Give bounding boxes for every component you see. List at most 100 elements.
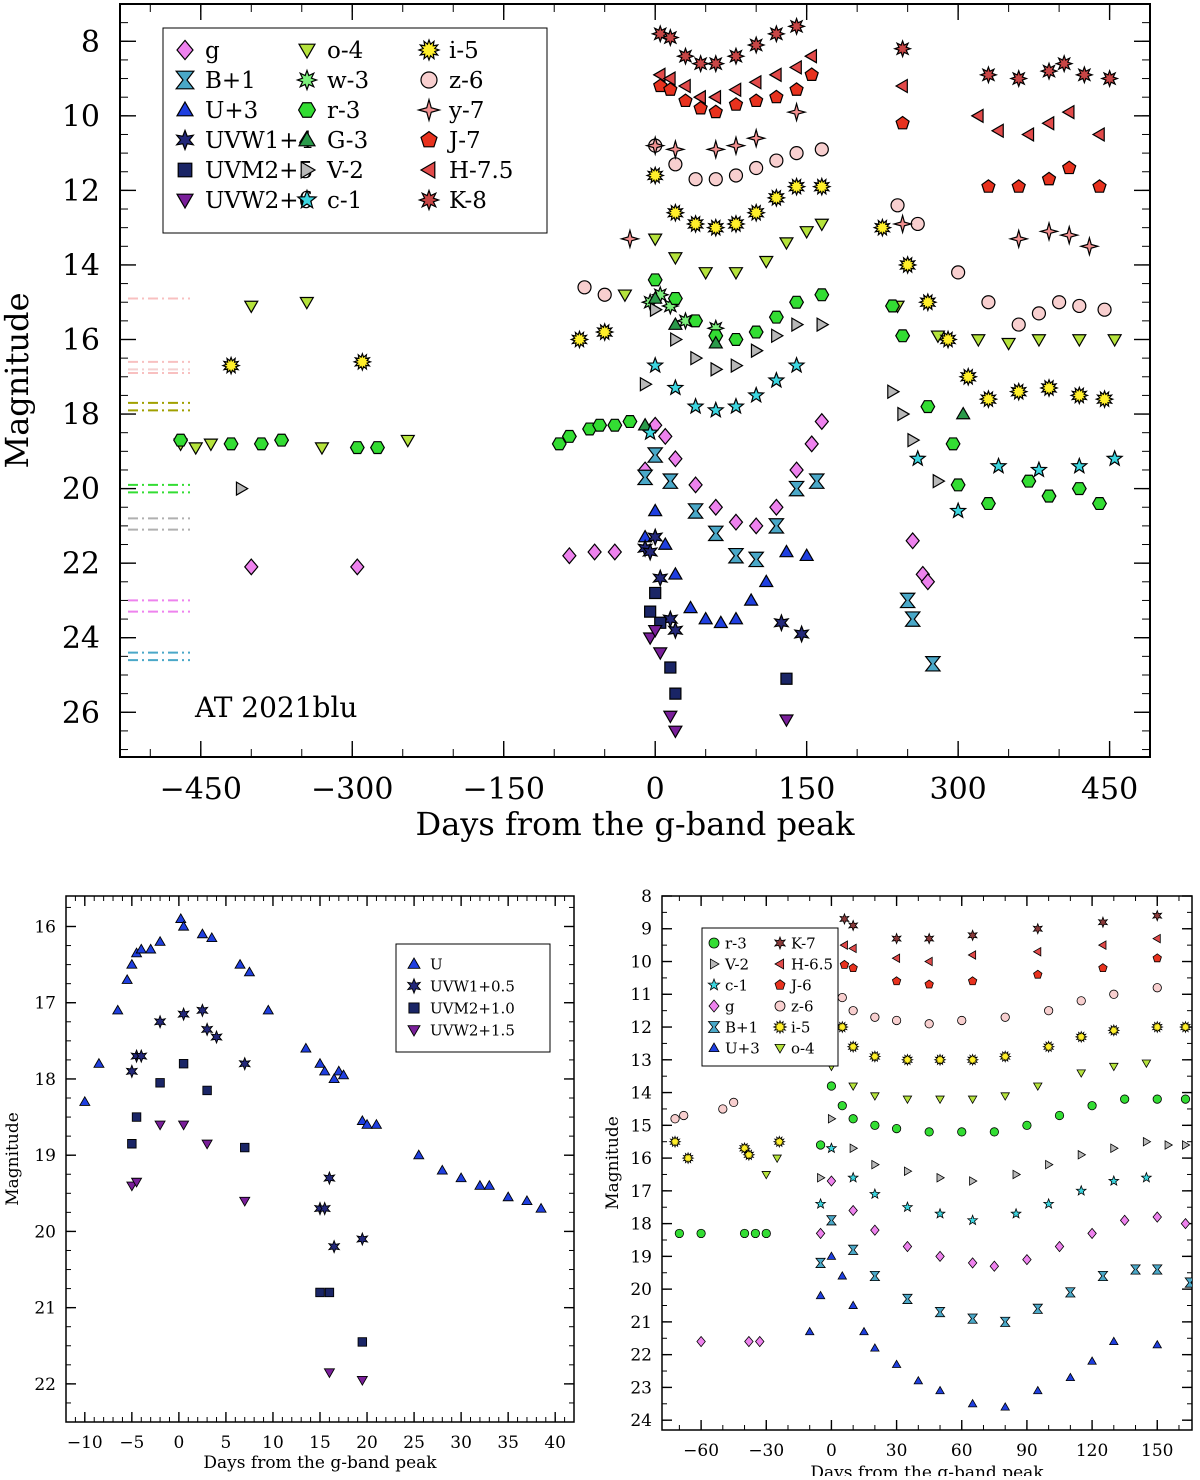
series-uvw2-1-5	[126, 1120, 369, 1386]
data-point	[1150, 1020, 1164, 1034]
y-tick-label: 18	[34, 1070, 56, 1090]
data-point	[910, 216, 925, 232]
data-point	[551, 437, 567, 451]
data-point	[935, 1385, 945, 1395]
data-point	[662, 710, 678, 724]
data-point	[243, 966, 256, 977]
data-point	[683, 600, 699, 614]
data-point	[483, 1179, 496, 1190]
data-point	[1076, 996, 1086, 1006]
data-point	[729, 1097, 739, 1107]
plot-frame	[661, 895, 1193, 1431]
data-point	[966, 1053, 980, 1067]
legend-marker	[420, 130, 438, 148]
legend-label: G-3	[327, 128, 368, 154]
data-point	[1184, 1277, 1192, 1288]
data-point	[645, 165, 666, 186]
data-point	[815, 1290, 826, 1300]
data-point	[761, 1171, 772, 1180]
data-point	[1011, 317, 1026, 332]
data-point	[847, 1244, 859, 1255]
data-point	[687, 503, 704, 519]
y-tick-label: 14	[630, 1084, 652, 1104]
y-tick-label: 14	[62, 248, 100, 283]
legend-label: K-7	[791, 934, 816, 952]
legend-marker	[295, 68, 319, 92]
data-point	[223, 437, 239, 451]
data-point	[981, 179, 996, 193]
data-point	[726, 46, 746, 66]
series-v-2	[235, 302, 946, 497]
data-point	[728, 97, 744, 111]
data-point	[474, 1179, 486, 1190]
data-point	[970, 108, 984, 124]
data-point	[1062, 160, 1077, 175]
data-point	[787, 356, 806, 374]
data-point	[815, 1140, 826, 1150]
data-point	[1074, 65, 1094, 85]
data-point	[894, 78, 908, 94]
legend-label: c-1	[327, 188, 362, 214]
y-tick-label: 10	[62, 99, 100, 134]
legend-label: c-1	[725, 976, 748, 994]
data-point	[688, 476, 703, 494]
legend-marker	[708, 999, 720, 1013]
data-point	[1075, 1184, 1088, 1196]
y-axis-title: Magnitude	[3, 1112, 23, 1206]
data-point	[79, 1095, 91, 1106]
data-point	[825, 1215, 837, 1226]
data-point	[980, 497, 996, 511]
y-tick-label: 16	[630, 1149, 652, 1169]
y-tick-label: 17	[34, 994, 56, 1014]
data-point	[1012, 1169, 1022, 1180]
data-point	[663, 82, 678, 96]
data-point	[924, 956, 933, 967]
data-point	[641, 542, 659, 562]
x-tick-label: 0	[826, 1441, 837, 1461]
data-point	[846, 1040, 860, 1054]
data-point	[299, 296, 315, 310]
data-point	[778, 544, 794, 558]
series-o-4	[173, 218, 1123, 456]
legend-label: o-4	[327, 38, 363, 64]
series-g	[696, 1175, 1191, 1348]
y-tick-label: 15	[630, 1116, 652, 1136]
data-point	[350, 558, 365, 576]
data-point	[1070, 456, 1089, 474]
legend-label: B+1	[725, 1018, 758, 1036]
data-point	[899, 592, 917, 609]
data-point	[561, 429, 577, 443]
series-uvm2-1-0	[127, 1059, 368, 1347]
data-point	[1032, 1385, 1043, 1395]
data-point	[708, 172, 723, 187]
data-point	[607, 543, 623, 561]
legend-marker	[417, 38, 441, 62]
data-point	[825, 1142, 838, 1154]
data-point	[895, 115, 910, 130]
data-point	[667, 252, 683, 266]
data-point	[1087, 1227, 1097, 1240]
data-point	[920, 573, 936, 591]
data-point	[773, 613, 790, 633]
data-point	[1100, 68, 1120, 89]
data-point	[1041, 115, 1055, 131]
data-point	[747, 385, 766, 404]
legend-marker	[416, 97, 442, 123]
y-tick-label: 24	[630, 1411, 652, 1431]
data-point	[772, 1135, 786, 1149]
data-point	[930, 330, 946, 344]
data-point	[738, 1141, 751, 1155]
data-point	[848, 1204, 858, 1217]
data-point	[696, 1335, 706, 1348]
legend-label: J-7	[447, 128, 481, 154]
data-point	[688, 314, 704, 328]
data-point	[849, 1143, 859, 1154]
series-g	[243, 412, 936, 591]
data-point	[327, 1239, 341, 1254]
data-point	[639, 376, 653, 392]
y-tick-label: 8	[641, 887, 652, 907]
data-point	[144, 943, 157, 954]
data-point	[642, 632, 658, 646]
data-point	[243, 558, 259, 576]
data-point	[951, 265, 966, 280]
